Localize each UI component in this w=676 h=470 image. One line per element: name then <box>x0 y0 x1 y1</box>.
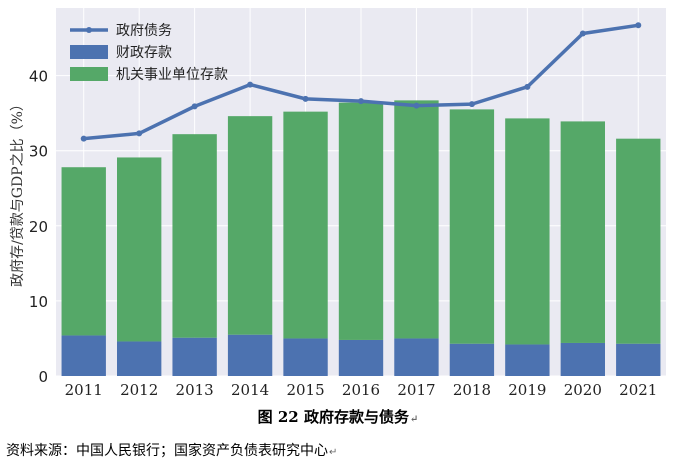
x-tick-label: 2021 <box>619 381 657 399</box>
legend-label: 财政存款 <box>116 45 172 61</box>
bar-institution-deposits <box>117 157 162 342</box>
x-tick-label: 2012 <box>120 381 158 399</box>
debt-line-point <box>635 22 642 29</box>
source-text: 资料来源：中国人民银行；国家资产负债表研究中心 <box>6 443 328 459</box>
bar-fiscal-deposits <box>449 343 495 376</box>
bars <box>61 100 661 376</box>
bar-institution-deposits <box>283 111 328 339</box>
y-tick-label: 40 <box>29 68 48 86</box>
debt-line-point <box>247 81 254 88</box>
bar-institution-deposits <box>172 134 217 338</box>
legend-label: 政府债务 <box>116 23 172 39</box>
bar-institution-deposits <box>560 121 605 343</box>
bar-fiscal-deposits <box>560 342 605 376</box>
bar-fiscal-deposits <box>117 341 162 376</box>
bar-fiscal-deposits <box>505 344 550 376</box>
debt-line-point <box>524 83 531 90</box>
x-tick-label: 2014 <box>231 381 269 399</box>
bar-fiscal-deposits <box>338 339 384 376</box>
debt-line <box>80 22 642 142</box>
bar-fiscal-deposits <box>172 337 217 376</box>
caption-text: 图 22 政府存款与债务 <box>257 408 409 426</box>
bar-institution-deposits <box>616 138 661 344</box>
y-tick-label: 10 <box>29 293 48 311</box>
debt-line-point <box>80 135 87 142</box>
x-tick-label: 2017 <box>397 381 435 399</box>
x-tick-label: 2020 <box>564 381 602 399</box>
y-axis-ticks: 0 10 20 30 40 <box>29 68 48 386</box>
x-tick-label: 2018 <box>453 381 491 399</box>
y-tick-label: 20 <box>29 218 48 236</box>
debt-line-point <box>579 30 586 37</box>
legend-bar-swatch <box>70 45 108 59</box>
x-tick-label: 2016 <box>342 381 380 399</box>
x-tick-label: 2015 <box>286 381 324 399</box>
bar-institution-deposits <box>338 102 384 340</box>
x-tick-label: 2011 <box>65 381 103 399</box>
bar-fiscal-deposits <box>394 338 439 376</box>
y-axis-label: 政府存/贷款与GDP之比（%） <box>10 97 26 287</box>
y-tick-label: 30 <box>29 143 48 161</box>
y-tick-label: 0 <box>38 368 48 386</box>
bar-institution-deposits <box>227 116 273 335</box>
legend-bar-swatch <box>70 67 108 81</box>
source-note: 资料来源：中国人民银行；国家资产负债表研究中心↵ <box>6 440 337 460</box>
x-tick-label: 2013 <box>176 381 214 399</box>
bar-institution-deposits <box>394 100 439 339</box>
x-tick-label: 2019 <box>508 381 546 399</box>
debt-line-point <box>191 103 198 110</box>
paragraph-mark: ↵ <box>329 447 338 458</box>
legend-label: 机关事业单位存款 <box>116 67 228 83</box>
bar-fiscal-deposits <box>227 334 273 376</box>
bar-institution-deposits <box>449 109 495 344</box>
bar-fiscal-deposits <box>283 338 328 376</box>
debt-line-point <box>136 130 143 137</box>
bar-institution-deposits <box>505 118 550 345</box>
bar-fiscal-deposits <box>616 343 661 376</box>
legend-line-marker <box>86 27 92 33</box>
debt-line-point <box>468 101 475 108</box>
debt-line-point <box>302 95 309 102</box>
debt-line-point <box>413 102 420 109</box>
figure-caption: 图 22 政府存款与债务↵ <box>0 406 676 427</box>
x-axis-ticks: 2011 2012 2013 2014 2015 2016 2017 2018 2019 2020… <box>65 381 658 399</box>
bar-institution-deposits <box>61 167 106 336</box>
bar-fiscal-deposits <box>61 335 106 376</box>
paragraph-mark: ↵ <box>409 414 419 425</box>
debt-line-point <box>358 98 364 105</box>
